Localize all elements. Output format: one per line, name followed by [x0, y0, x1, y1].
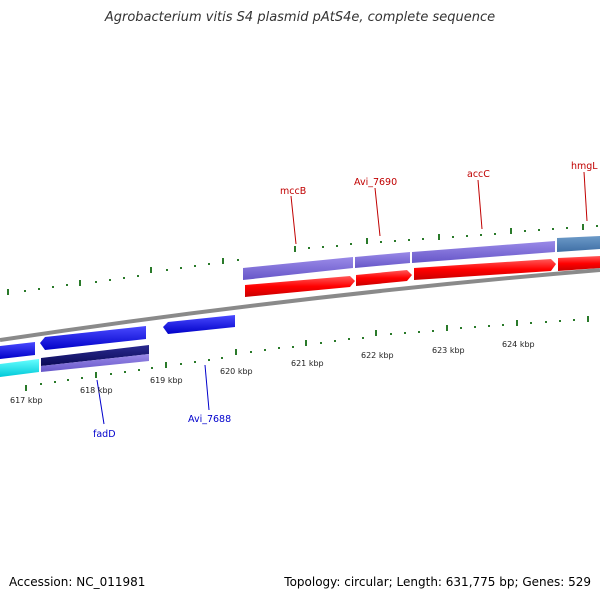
scale-label-623: 623 kbp [432, 346, 465, 355]
accession-text: Accession: NC_011981 [9, 575, 146, 589]
gene-left-arrow[interactable] [0, 342, 35, 359]
gene-left-cyan[interactable] [0, 359, 39, 377]
gene-avi7688-arrow[interactable] [163, 315, 235, 334]
gene-fadD-arrow[interactable] [40, 326, 146, 350]
gene-mccB-lavender[interactable] [243, 257, 353, 280]
backbone [0, 268, 600, 342]
gene-label-accC[interactable]: accC [467, 169, 490, 180]
scale-label-622: 622 kbp [361, 351, 394, 360]
gene-fadD-lavender[interactable] [41, 354, 149, 372]
gene-label-mccB[interactable]: mccB [280, 186, 306, 197]
gene-label-avi7690[interactable]: Avi_7690 [354, 177, 397, 188]
gene-label-avi7688[interactable]: Avi_7688 [188, 414, 231, 425]
gene-label-fadD[interactable]: fadD [93, 429, 116, 440]
gene-hmgL-arrow[interactable] [558, 256, 600, 271]
inner-ticks [25, 316, 589, 391]
gene-avi7690-arrow[interactable] [356, 270, 412, 286]
gene-label-hmgL[interactable]: hmgL [571, 161, 598, 172]
gene-fadD-navy[interactable] [41, 345, 149, 366]
scale-label-617: 617 kbp [10, 396, 43, 405]
gene-accC-lavender[interactable] [412, 241, 555, 263]
topology-info-text: Topology: circular; Length: 631,775 bp; … [284, 575, 591, 589]
gene-avi7690-lavender[interactable] [355, 252, 410, 268]
scale-label-618: 618 kbp [80, 386, 113, 395]
outer-ticks [7, 224, 598, 295]
reverse-leader-lines [96, 364, 210, 425]
scale-label-620: 620 kbp [220, 367, 253, 376]
scale-label-621: 621 kbp [291, 359, 324, 368]
forward-leader-lines [290, 171, 588, 245]
map-title: Agrobacterium vitis S4 plasmid pAtS4e, c… [104, 10, 496, 25]
scale-label-619: 619 kbp [150, 376, 183, 385]
gene-mccB-arrow[interactable] [245, 276, 355, 297]
gene-accC-arrow[interactable] [414, 259, 556, 280]
scale-label-624: 624 kbp [502, 340, 535, 349]
gene-hmgL-steel[interactable] [557, 236, 600, 252]
